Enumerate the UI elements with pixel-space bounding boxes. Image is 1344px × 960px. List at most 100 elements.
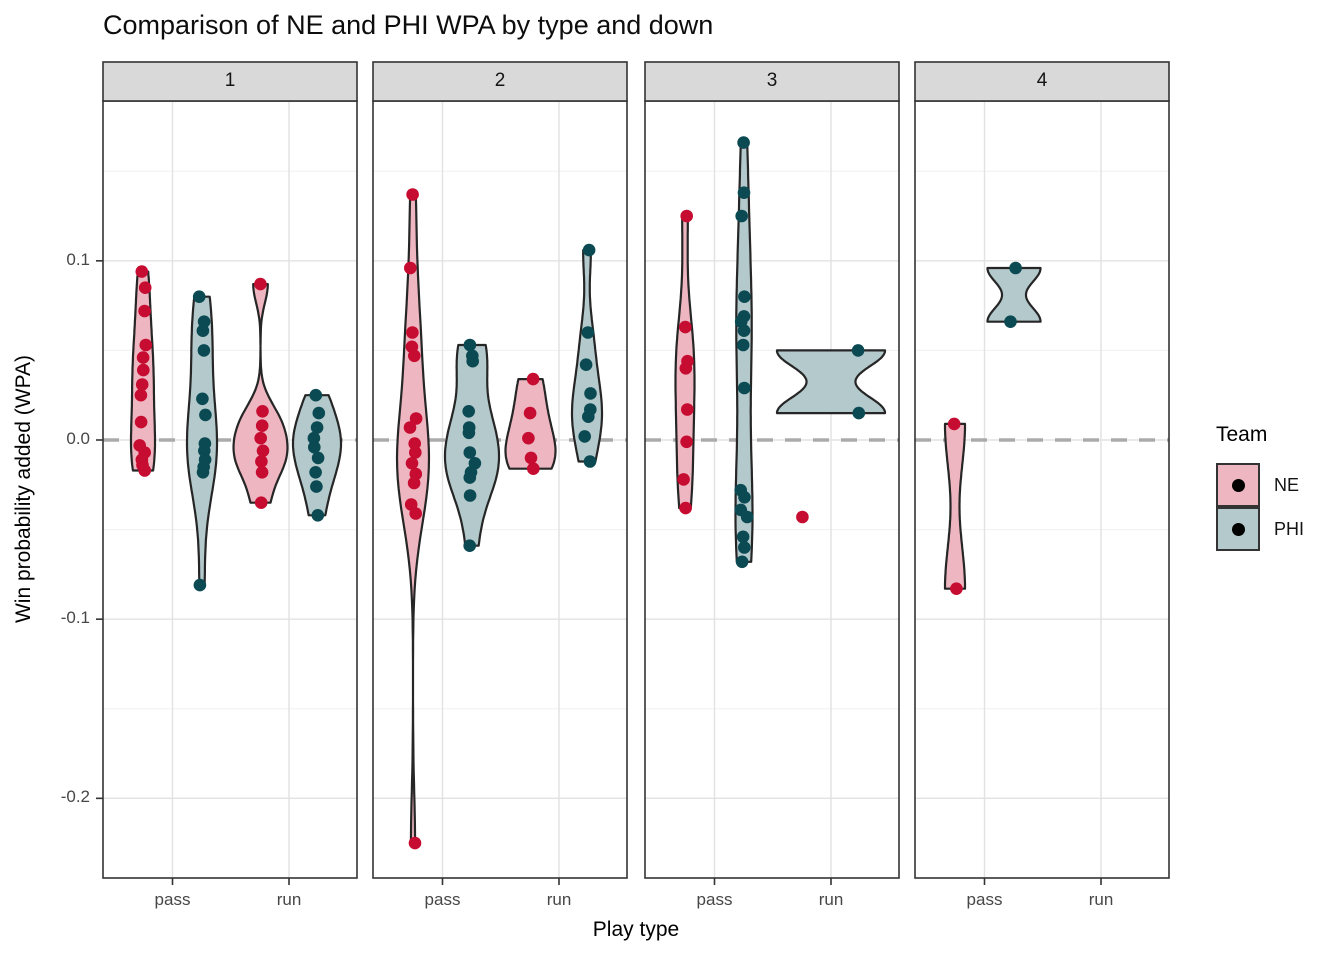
- data-point-ne-pass-down4: [950, 582, 963, 595]
- legend-entry-ne: NE: [1216, 463, 1304, 507]
- data-point-ne-run-down2: [523, 406, 537, 420]
- data-point-phi-pass-down2: [462, 405, 476, 418]
- data-point-ne-run-down2: [524, 451, 538, 465]
- facet-strip: [644, 61, 900, 102]
- data-point-ne-run-down1: [254, 277, 267, 291]
- violin-ne-run-down1: [232, 283, 289, 504]
- x-tick-label-pass-down1: pass: [154, 890, 191, 909]
- data-point-ne-pass-down3: [680, 209, 693, 223]
- data-point-phi-pass-down1: [197, 344, 211, 357]
- data-point-phi-pass-down1: [193, 578, 207, 592]
- data-point-ne-pass-down2: [409, 446, 422, 459]
- data-point-phi-pass-down2: [463, 471, 477, 484]
- data-point-ne-pass-down1: [138, 281, 152, 295]
- data-point-ne-pass-down2: [409, 412, 423, 425]
- x-tick-label-pass-down3: pass: [696, 890, 733, 909]
- data-point-phi-pass-down4: [1004, 315, 1017, 329]
- legend-label: NE: [1274, 474, 1300, 495]
- data-point-phi-pass-down3: [735, 555, 749, 569]
- x-tick-label-run-down4: run: [1088, 890, 1114, 909]
- x-tick-label-pass-down2: pass: [424, 890, 461, 909]
- data-point-phi-run-down2: [582, 410, 595, 424]
- data-point-ne-run-down1: [255, 455, 268, 468]
- data-point-ne-pass-down2: [408, 349, 421, 363]
- data-point-ne-run-down1: [254, 496, 268, 510]
- chart-title: Comparison of NE and PHI WPA by type and…: [103, 10, 714, 40]
- data-point-phi-pass-down2: [463, 539, 477, 552]
- data-point-phi-run-down2: [581, 326, 595, 339]
- facet-strip: [914, 61, 1170, 102]
- data-point-phi-pass-down3: [735, 209, 748, 223]
- facet-strip-label-1: 1: [224, 70, 236, 91]
- data-point-phi-pass-down2: [462, 426, 476, 440]
- legend-label: PHI: [1274, 518, 1305, 539]
- data-point-ne-pass-down2: [407, 476, 421, 490]
- data-point-ne-run-down1: [255, 466, 269, 479]
- data-point-phi-pass-down3: [738, 381, 751, 395]
- y-axis-title: Win probability added (WPA): [12, 354, 35, 624]
- data-point-ne-run-down2: [526, 372, 540, 386]
- x-tick-label-run-down3: run: [818, 890, 844, 909]
- data-point-ne-pass-down3: [679, 320, 692, 334]
- y-tick-label-0.0: 0.0: [66, 429, 90, 448]
- data-point-phi-pass-down2: [466, 354, 480, 368]
- x-tick-label-run-down2: run: [546, 890, 572, 909]
- data-point-ne-pass-down1: [138, 304, 151, 318]
- data-point-phi-run-down1: [308, 440, 321, 454]
- data-point-phi-run-down1: [307, 431, 321, 445]
- violin-ne-run-down2: [504, 378, 557, 470]
- data-point-ne-pass-down2: [408, 836, 422, 850]
- facet-strip-label-4: 4: [1036, 70, 1048, 91]
- data-point-ne-pass-down1: [134, 388, 148, 402]
- violin-ne-pass-down4: [943, 422, 967, 590]
- data-point-phi-run-down1: [310, 421, 324, 434]
- data-point-ne-pass-down3: [680, 435, 693, 449]
- data-point-phi-pass-down2: [463, 489, 477, 502]
- data-point-ne-run-down1: [256, 405, 269, 418]
- data-point-ne-pass-down3: [677, 473, 690, 486]
- legend-entry-phi: PHI: [1216, 507, 1304, 551]
- data-point-ne-pass-down1: [135, 378, 149, 391]
- legend: Team NE PHI: [1216, 423, 1304, 551]
- data-point-phi-run-down2: [579, 358, 593, 372]
- data-point-ne-run-down1: [256, 444, 270, 458]
- y-tick-label--0.2: -0.2: [60, 787, 90, 807]
- data-point-ne-pass-down1: [138, 464, 151, 477]
- data-point-phi-run-down2: [584, 387, 597, 400]
- data-point-phi-pass-down3: [736, 530, 750, 544]
- x-tick-label-pass-down4: pass: [966, 890, 1003, 909]
- facet-strip: [102, 61, 358, 102]
- data-point-phi-pass-down1: [196, 324, 210, 338]
- data-point-ne-pass-down1: [135, 265, 149, 278]
- legend-key-swatch: [1216, 507, 1260, 551]
- facet-strip: [372, 61, 628, 102]
- data-point-phi-run-down1: [309, 388, 323, 402]
- violin-phi-pass-down4: [986, 266, 1042, 323]
- data-point-ne-pass-down3: [679, 501, 692, 515]
- facet-strip-label-2: 2: [494, 70, 506, 91]
- data-point-phi-run-down3: [851, 344, 865, 357]
- data-point-phi-run-down2: [583, 455, 597, 468]
- data-point-ne-pass-down2: [409, 507, 423, 520]
- x-tick-label-run-down1: run: [276, 890, 302, 909]
- legend-key-dot-icon: [1231, 478, 1245, 492]
- data-point-ne-pass-down2: [403, 421, 417, 434]
- data-point-ne-run-down2: [527, 462, 540, 476]
- data-point-phi-pass-down1: [192, 290, 206, 304]
- data-point-ne-run-down3: [796, 510, 809, 524]
- legend-title: Team: [1216, 423, 1268, 446]
- data-point-phi-pass-down1: [196, 466, 210, 479]
- data-point-phi-pass-down3: [740, 510, 754, 524]
- y-tick-label--0.1: -0.1: [60, 608, 90, 628]
- data-point-phi-pass-down3: [737, 324, 751, 338]
- data-point-phi-pass-down4: [1009, 261, 1022, 275]
- x-axis-title: Play type: [592, 918, 680, 941]
- data-point-phi-pass-down3: [738, 541, 751, 554]
- data-point-phi-pass-down3: [737, 186, 751, 199]
- data-point-phi-run-down1: [309, 466, 322, 479]
- data-point-ne-run-down2: [522, 431, 535, 445]
- legend-key-dot-icon: [1231, 522, 1245, 536]
- data-point-phi-pass-down1: [196, 392, 209, 406]
